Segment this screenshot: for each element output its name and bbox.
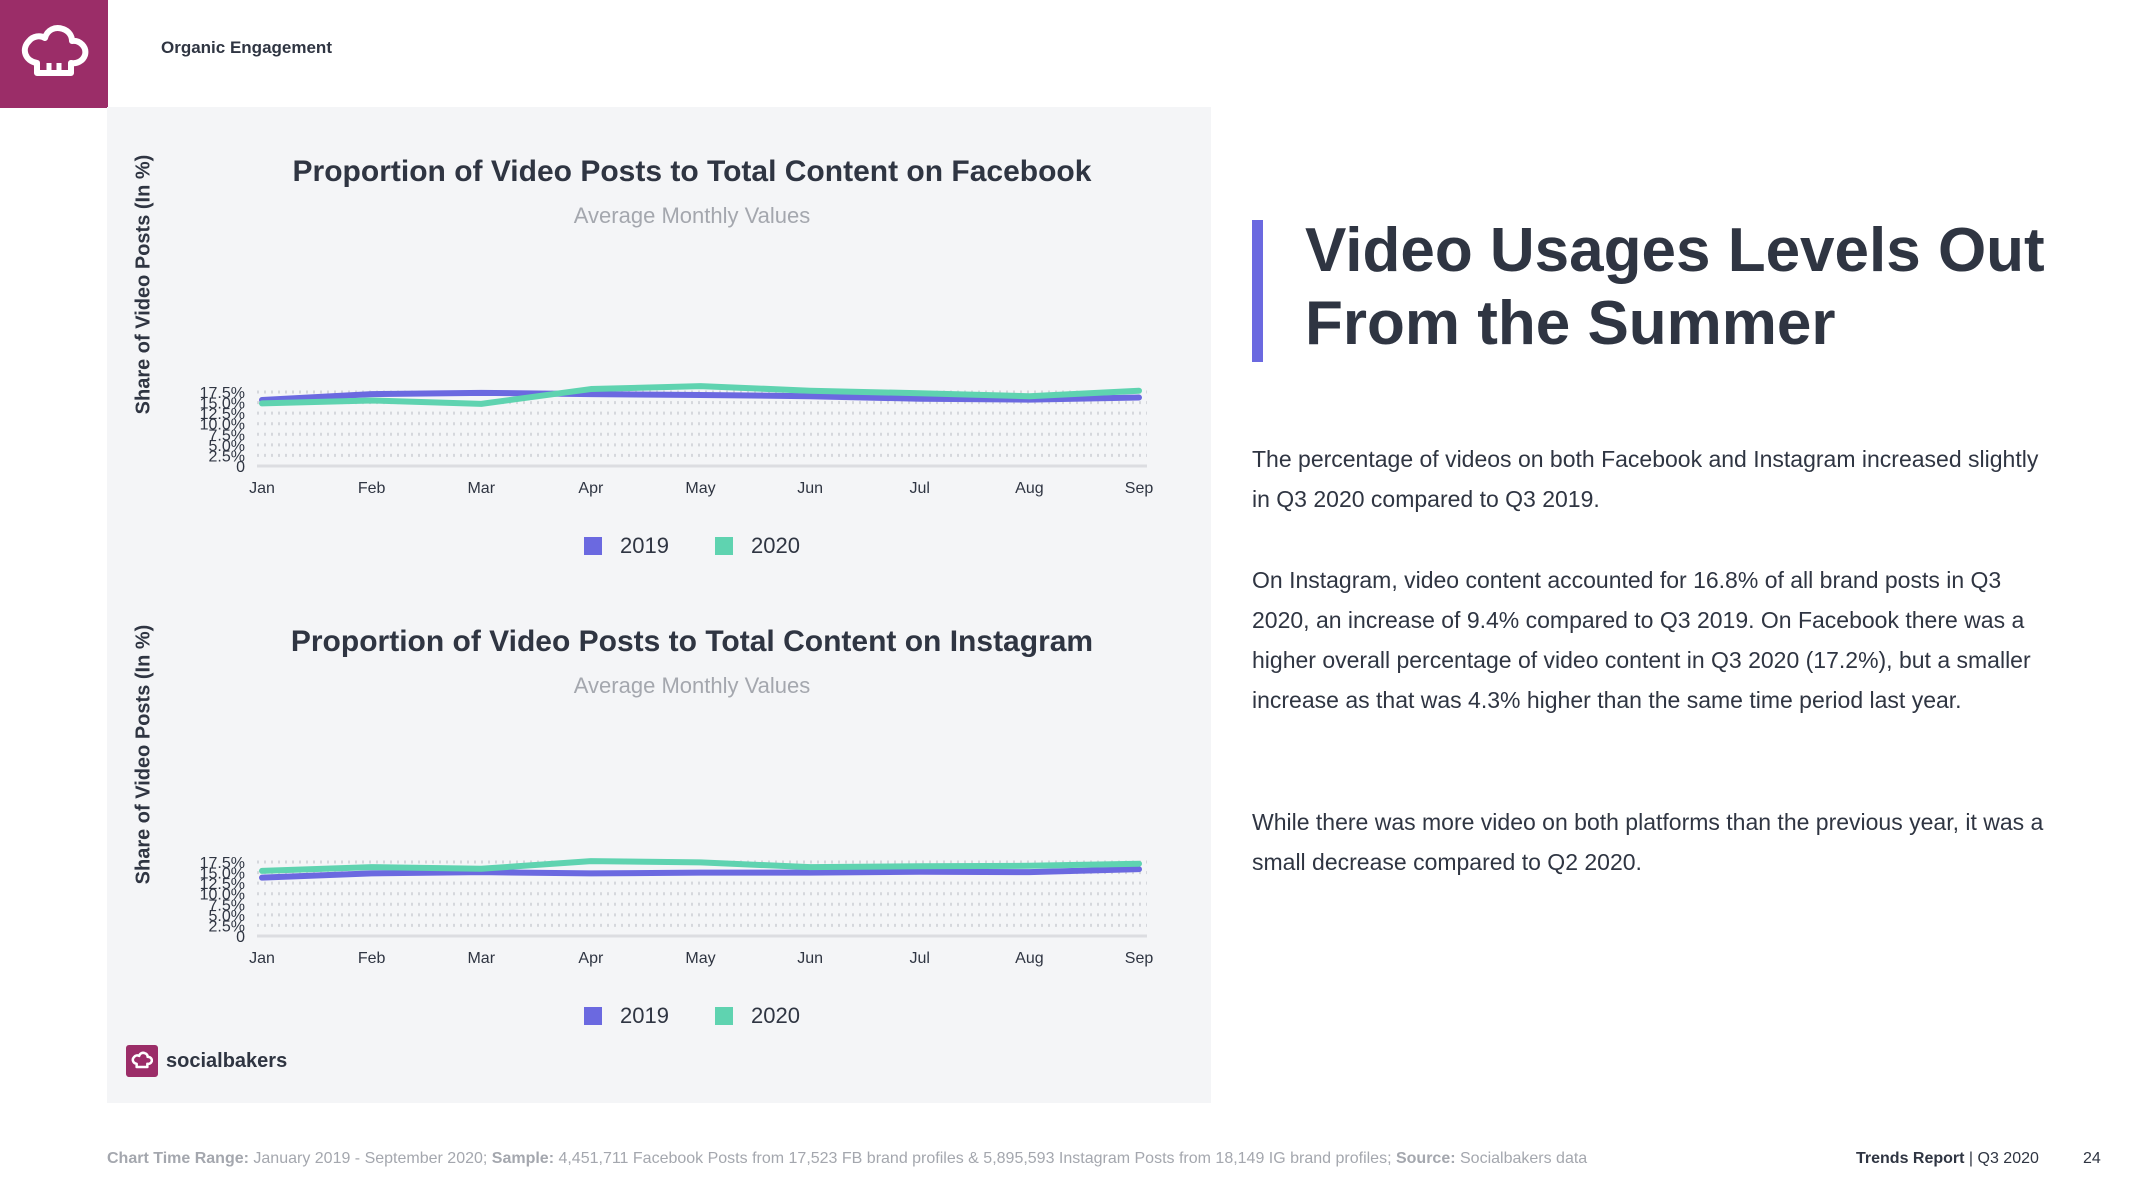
series-line-2019 xyxy=(259,866,1142,881)
x-tick-label: Jan xyxy=(249,480,275,497)
sample-label: Sample: xyxy=(487,1150,555,1167)
plot-area: 02.5%5.0%7.5%10.0%12.5%15.0%17.5% Jan Feb M… xyxy=(200,383,1154,497)
report-period: | Q3 2020 xyxy=(1964,1150,2039,1167)
line-plot: 02.5%5.0%7.5%10.0%12.5%15.0%17.5% Jan Feb M… xyxy=(200,855,1154,967)
y-tick-label: 7.5% xyxy=(209,897,245,914)
paragraph-2: On Instagram, video content accounted fo… xyxy=(1252,567,2031,713)
socialbakers-brand: socialbakers xyxy=(126,1045,287,1077)
y-tick-label: 15.0% xyxy=(200,866,245,883)
x-tick-label: Apr xyxy=(578,950,604,967)
y-tick-label: 7.5% xyxy=(209,427,245,444)
legend-label: 2019 xyxy=(620,1003,669,1028)
plot-area: 02.5%5.0%7.5%10.0%12.5%15.0%17.5% Jan Feb M… xyxy=(200,855,1154,967)
paragraph-3: While there was more video on both platf… xyxy=(1252,809,2044,875)
x-tick-label: Sep xyxy=(1125,950,1154,967)
x-tick-label: Apr xyxy=(578,480,604,497)
sample-value: 4,451,711 Facebook Posts from 17,523 FB … xyxy=(554,1150,1392,1167)
section-label: Organic Engagement xyxy=(161,38,332,57)
legend-item-2019: 2019 xyxy=(584,533,669,559)
y-tick-label: 0 xyxy=(236,459,245,476)
x-tick-label: Aug xyxy=(1015,950,1043,967)
x-tick-label: May xyxy=(685,950,715,967)
chart-title: Proportion of Video Posts to Total Conte… xyxy=(292,155,1092,188)
source-value: Socialbakers data xyxy=(1455,1150,1588,1167)
x-tick-label: Jul xyxy=(910,950,930,967)
x-tick-label: Jun xyxy=(797,480,823,497)
x-tick-label: Jun xyxy=(797,950,823,967)
x-tick-label: Jul xyxy=(910,480,930,497)
x-tick-label: Jan xyxy=(249,950,275,967)
y-tick-label: 12.5% xyxy=(200,876,245,893)
x-tick-label: Aug xyxy=(1015,480,1043,497)
headline-accent-bar xyxy=(1252,220,1263,362)
chart-subtitle: Average Monthly Values xyxy=(573,203,811,228)
legend-item-2020: 2020 xyxy=(715,533,800,559)
chart-title: Proportion of Video Posts to Total Conte… xyxy=(290,625,1094,658)
footer-source-note: Chart Time Range: January 2019 - Septemb… xyxy=(107,1150,1587,1168)
legend-item-2020: 2020 xyxy=(715,1003,800,1029)
legend-label: 2019 xyxy=(620,533,669,558)
range-label: Chart Time Range: xyxy=(107,1150,249,1167)
chart-panel: Proportion of Video Posts to Total Conte… xyxy=(107,107,1211,1103)
legend-label: 2020 xyxy=(751,1003,800,1028)
y-tick-label: 5.0% xyxy=(209,438,245,455)
page-number: 24 xyxy=(2083,1150,2101,1167)
y-tick-label: 2.5% xyxy=(209,918,245,935)
footer-report: Trends Report | Q3 2020 xyxy=(1856,1150,2039,1168)
y-tick-label: 0 xyxy=(236,929,245,946)
y-tick-label: 5.0% xyxy=(209,908,245,925)
report-name: Trends Report xyxy=(1856,1150,1965,1167)
x-tick-label: Sep xyxy=(1125,480,1154,497)
chart-legend: 2019 2020 xyxy=(107,533,1277,559)
x-tick-label: Feb xyxy=(358,950,386,967)
brand-name: socialbakers xyxy=(166,1049,288,1072)
chart-subtitle: Average Monthly Values xyxy=(573,673,811,698)
legend-swatch xyxy=(584,1007,603,1025)
x-tick-label: Mar xyxy=(467,480,495,497)
y-tick-label: 10.0% xyxy=(200,417,245,434)
chef-hat-icon xyxy=(21,25,89,76)
y-tick-label: 10.0% xyxy=(200,887,245,904)
range-value: January 2019 - September 2020; xyxy=(248,1150,488,1167)
y-tick-label: 15.0% xyxy=(200,396,245,413)
legend-swatch xyxy=(715,537,733,555)
brand-logo xyxy=(0,0,108,108)
y-tick-label: 17.5% xyxy=(200,855,245,872)
x-tick-label: Mar xyxy=(467,950,495,967)
source-label: Source: xyxy=(1391,1150,1456,1167)
legend-swatch xyxy=(715,1007,733,1025)
y-tick-label: 12.5% xyxy=(200,406,245,423)
y-tick-label: 17.5% xyxy=(200,385,245,402)
paragraph-1: The percentage of videos on both Faceboo… xyxy=(1252,446,2039,512)
legend-item-2019: 2019 xyxy=(584,1003,669,1029)
legend-swatch xyxy=(584,537,603,555)
y-tick-label: 2.5% xyxy=(209,448,245,465)
chart-legend: 2019 2020 xyxy=(107,1003,1277,1029)
legend-label: 2020 xyxy=(751,533,800,558)
socialbakers-logo-icon xyxy=(126,1045,158,1077)
x-tick-label: May xyxy=(685,480,715,497)
headline: Video Usages Levels Out From the Summer xyxy=(1305,216,2045,358)
line-plot: 02.5%5.0%7.5%10.0%12.5%15.0%17.5% Jan Feb M… xyxy=(200,383,1154,497)
x-tick-label: Feb xyxy=(358,480,386,497)
